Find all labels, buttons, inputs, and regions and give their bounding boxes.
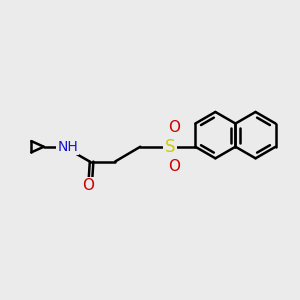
Text: O: O — [82, 178, 94, 193]
Text: O: O — [169, 120, 181, 135]
Text: S: S — [165, 138, 175, 156]
Text: O: O — [169, 159, 181, 174]
Text: NH: NH — [57, 140, 78, 154]
